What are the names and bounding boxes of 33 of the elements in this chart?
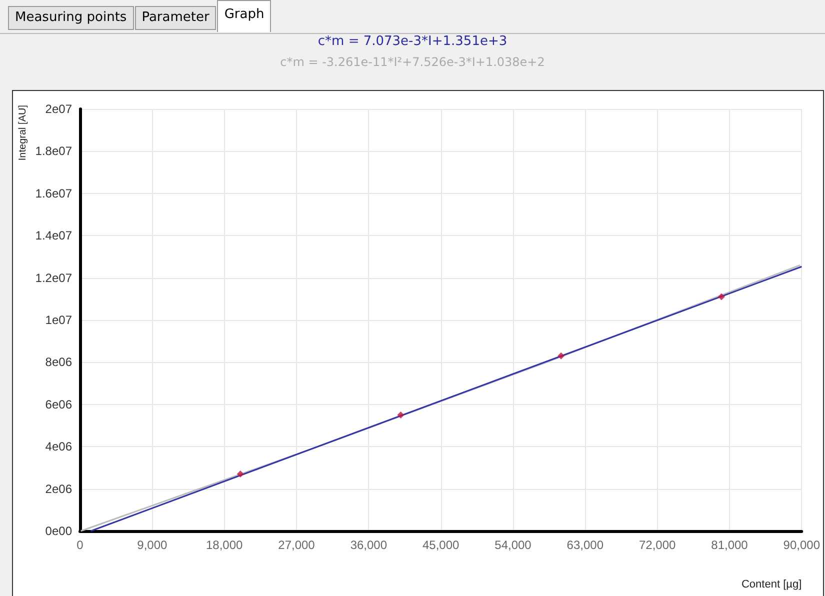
x-tick-label: 45,000 — [422, 538, 460, 552]
point — [558, 352, 565, 360]
y-tick-label: 1.2e07 — [35, 270, 72, 285]
y-axis-title: Integral [AU] — [18, 104, 28, 161]
y-tick-label: 2e06 — [45, 482, 72, 496]
point — [236, 470, 244, 478]
y-tick-label: 0e00 — [45, 524, 72, 538]
x-tick-label: 54,000 — [494, 538, 532, 552]
y-tick-label: 1.8e07 — [35, 144, 72, 158]
x-tick-label: 0 — [76, 538, 84, 552]
point — [397, 411, 404, 418]
chart-subtitle: c*m = -3.261e-11*I²+7.526e-3*I+1.038e+2 — [279, 55, 546, 69]
x-tick-label: 72,000 — [638, 538, 676, 552]
x-tick-label: 63,000 — [566, 538, 604, 552]
x-tick-label: 9,000 — [137, 538, 168, 552]
text: Graph — [217, 0, 272, 32]
x-axis-title: Content [µg] — [741, 578, 802, 590]
y-tick-label: 6e06 — [45, 397, 72, 412]
text: Measuring points — [8, 6, 134, 30]
x-tick-label: 81,000 — [711, 538, 748, 552]
y-tick-label: 1.4e07 — [35, 228, 72, 243]
x-tick-label: 90,000 — [783, 538, 820, 552]
x-tick-label: 18,000 — [206, 538, 244, 552]
y-tick-label: 4e06 — [45, 440, 72, 454]
y-tick-label: 2e07 — [45, 102, 72, 116]
y-tick-label: 8e06 — [45, 355, 72, 370]
y-tick-label: 1.6e07 — [35, 186, 72, 200]
x-tick-label: 27,000 — [278, 538, 316, 552]
y-tick-label: 1e07 — [45, 313, 72, 327]
point — [718, 293, 725, 300]
x-tick-label: 36,000 — [350, 538, 388, 552]
text: Parameter — [134, 6, 216, 30]
chart-title: c*m = 7.073e-3*I+1.351e+3 — [316, 34, 508, 49]
